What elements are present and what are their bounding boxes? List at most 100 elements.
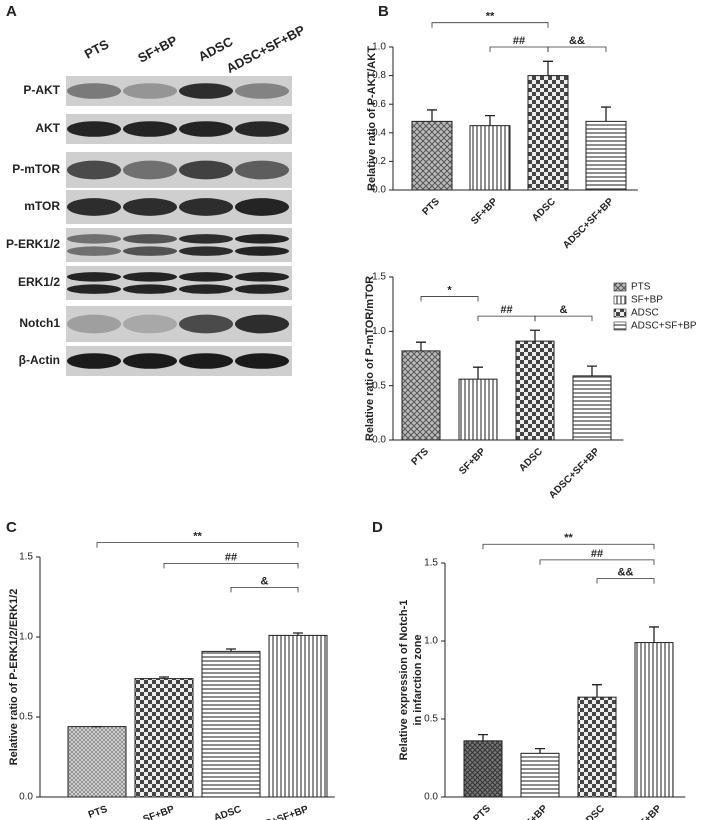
blot-band — [67, 121, 121, 137]
x-tick-label: ADSC+SF+BP — [561, 196, 616, 251]
error-bar — [478, 733, 488, 741]
significance-bracket — [547, 46, 607, 52]
y-tick-label: 0.6 — [372, 99, 386, 110]
y-axis-label: Relative ratio of P-mTOR/mTOR — [364, 276, 376, 441]
x-tick-label: PTS — [471, 803, 493, 820]
blot-band — [235, 198, 289, 216]
bar — [527, 75, 569, 191]
error-bar — [587, 365, 597, 376]
y-tick-label: 0.0 — [424, 792, 438, 803]
significance-bracket — [431, 22, 549, 28]
significance-bracket — [489, 46, 549, 52]
x-tick-label: ADSC — [530, 196, 558, 224]
blot-band — [235, 284, 289, 294]
y-tick-label: 1.0 — [372, 42, 386, 53]
significance-bracket — [230, 587, 299, 593]
legend-label: PTS — [631, 282, 651, 293]
x-tick-label: PTS — [420, 196, 442, 218]
error-bar — [485, 114, 495, 126]
protein-label: mTOR — [24, 199, 60, 213]
significance-bracket — [163, 563, 299, 569]
error-bar — [530, 329, 540, 342]
y-tick-label: 1.0 — [372, 326, 386, 337]
legend-label: ADSC — [631, 308, 659, 319]
significance-bracket — [539, 559, 655, 565]
error-bar — [601, 106, 611, 122]
error-bar — [159, 676, 169, 679]
blot-band — [67, 160, 121, 180]
y-tick-label: 1.5 — [372, 272, 386, 283]
x-tick-label: PTS — [87, 804, 109, 820]
blot-band — [123, 284, 177, 294]
panel-label: A — [6, 3, 17, 20]
x-tick-label: ADSC — [579, 803, 607, 820]
bar — [463, 740, 503, 798]
bar — [572, 375, 612, 441]
x-tick-label: ADSC+SF+BP — [547, 446, 602, 501]
y-tick-label: 0.5 — [372, 380, 386, 391]
panel-label: B — [378, 3, 389, 20]
x-tick-label: SF+BP — [142, 804, 177, 820]
bar — [515, 340, 555, 441]
blot-band — [123, 314, 177, 334]
blot-band — [235, 272, 289, 282]
blot-band — [235, 353, 289, 369]
significance-bracket — [420, 296, 479, 302]
blot-band — [179, 353, 233, 369]
error-bar — [543, 60, 553, 76]
significance-label: && — [618, 567, 634, 579]
legend-label: SF+BP — [631, 295, 663, 306]
y-tick-label: 0.4 — [372, 127, 386, 138]
significance-label: & — [261, 575, 269, 587]
significance-bracket — [477, 315, 536, 322]
significance-label: ## — [591, 548, 603, 560]
protein-label: P-ERK1/2 — [6, 237, 60, 251]
protein-label: β-Actin — [19, 353, 60, 367]
y-tick-label: 1.5 — [19, 552, 33, 563]
blot-band — [179, 121, 233, 137]
significance-label: ** — [486, 11, 495, 23]
blot-band — [67, 272, 121, 282]
x-tick-label: SF+BP — [469, 196, 500, 227]
y-axis-label: Relative ratio of P-AKT/AKT — [366, 46, 378, 191]
blot-band — [123, 160, 177, 180]
blot-band — [179, 83, 233, 99]
significance-label: ## — [513, 35, 525, 47]
y-axis-label: Relative ratio of P-ERK1/2/ERK1/2 — [8, 589, 20, 766]
protein-label: P-mTOR — [12, 162, 60, 176]
bar — [268, 634, 328, 798]
blot-band — [179, 198, 233, 216]
error-bar — [473, 366, 483, 380]
blot-band — [67, 234, 121, 244]
bar — [134, 678, 194, 798]
blot-band — [67, 246, 121, 256]
legend-swatch — [613, 282, 627, 292]
blot-band — [123, 121, 177, 137]
x-tick-label: ADSC — [517, 446, 545, 474]
blot-band — [179, 234, 233, 244]
y-tick-label: 0.0 — [372, 435, 386, 446]
blot-band — [235, 234, 289, 244]
blot-band — [235, 246, 289, 256]
blot-band — [235, 314, 289, 334]
error-bar — [535, 747, 545, 754]
error-bar — [592, 684, 602, 698]
bar — [469, 125, 511, 191]
x-tick-label: SF+BP — [519, 803, 550, 820]
legend-swatch — [613, 308, 627, 318]
error-bar — [226, 648, 236, 652]
significance-bracket — [482, 543, 655, 550]
significance-bracket — [596, 578, 655, 584]
x-tick-label: PTS — [409, 446, 431, 468]
bar — [401, 350, 441, 441]
blot-band — [235, 121, 289, 137]
panel-label: D — [372, 519, 383, 536]
y-tick-label: 0.8 — [372, 70, 386, 81]
blot-band — [67, 353, 121, 369]
error-bar — [427, 109, 437, 122]
blot-band — [235, 83, 289, 99]
legend-label: ADSC+SF+BP — [631, 321, 697, 332]
y-tick-label: 0.0 — [19, 792, 33, 803]
protein-label: ERK1/2 — [18, 275, 60, 289]
significance-label: ** — [193, 531, 202, 543]
